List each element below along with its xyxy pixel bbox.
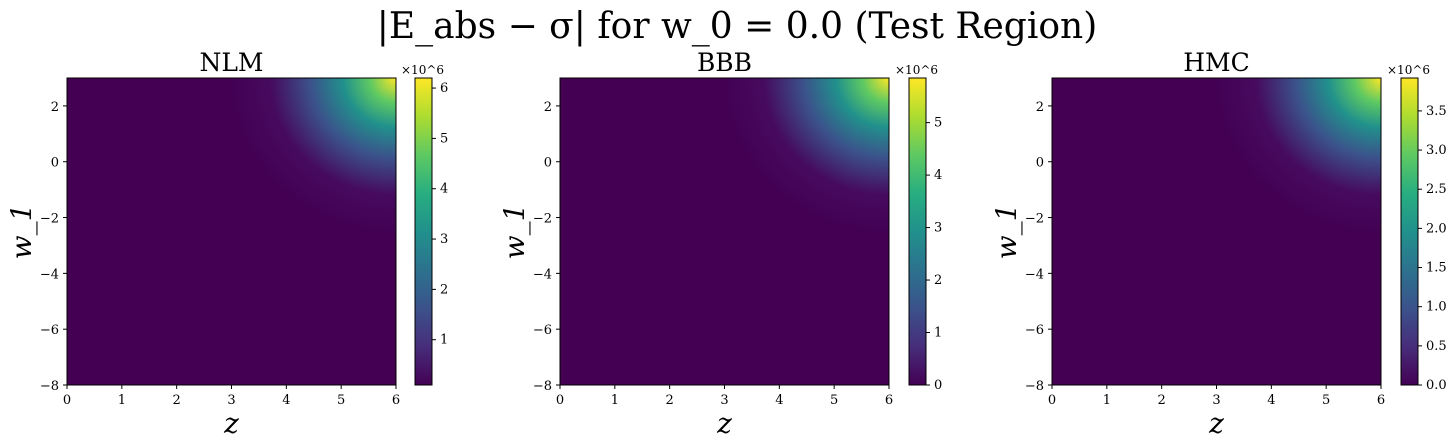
y-tick-label: −8	[1025, 379, 1044, 394]
y-tick-label: 2	[51, 100, 59, 115]
y-tick-label: 0	[544, 156, 552, 171]
colorbar-tick-label: 1	[440, 333, 448, 348]
colorbar-tick-label: 0	[934, 378, 942, 393]
y-tick-label: −4	[40, 267, 59, 282]
colorbar-tick-label: 3.0	[1426, 143, 1447, 158]
y-tick-label: −4	[1025, 267, 1044, 282]
colorbar-tick-label: 2.5	[1426, 182, 1447, 197]
x-tick-label: 5	[1322, 393, 1330, 408]
y-tick-label: −6	[533, 323, 552, 338]
figure-suptitle: |E_abs − σ| for w_0 = 0.0 (Test Region)	[377, 6, 1098, 47]
y-tick-label: −4	[533, 267, 552, 282]
panel-title: NLM	[199, 48, 263, 77]
y-tick-label: −2	[40, 212, 59, 227]
x-tick-label: 0	[1048, 393, 1056, 408]
x-tick-label: 0	[556, 393, 564, 408]
y-tick-label: 2	[544, 100, 552, 115]
x-tick-label: 2	[666, 393, 674, 408]
y-tick-label: −6	[40, 323, 59, 338]
colorbar-tick-label: 4	[934, 168, 942, 183]
y-tick-label: −2	[533, 212, 552, 227]
colorbar-tick-label: 2.0	[1426, 221, 1447, 236]
x-tick-label: 3	[1212, 393, 1220, 408]
panel-title: HMC	[1183, 48, 1250, 77]
colorbar-tick-label: 1	[934, 326, 942, 341]
heatmap-field	[1052, 78, 1381, 385]
colorbar	[1400, 77, 1419, 386]
y-axis-label: w_1	[498, 204, 531, 260]
colorbar-tick-label: 1.5	[1426, 261, 1447, 276]
x-tick-label: 1	[611, 393, 619, 408]
colorbar-tick-label: 5	[440, 131, 448, 146]
x-tick-label: 3	[227, 393, 235, 408]
x-tick-label: 1	[118, 393, 126, 408]
colorbar	[908, 77, 927, 386]
y-axis-label: w_1	[990, 204, 1023, 260]
heatmap-field	[560, 78, 889, 385]
panel-hmc: HMC 0 1 2 3 4 5 6 2 0 −2 −4 −6 −8 z w_1 ×10^6 0.0 0.5 1.0 1.…	[990, 48, 1447, 440]
colorbar-tick-label: 3	[934, 221, 942, 236]
colorbar-tick-label: 2	[934, 273, 942, 288]
x-tick-label: 4	[1267, 393, 1275, 408]
y-tick-label: −8	[40, 379, 59, 394]
x-tick-label: 5	[830, 393, 838, 408]
y-tick-label: −8	[533, 379, 552, 394]
x-tick-label: 5	[337, 393, 345, 408]
x-tick-label: 3	[720, 393, 728, 408]
colorbar-multiplier: ×10^6	[895, 63, 938, 77]
y-tick-label: −6	[1025, 323, 1044, 338]
panel-nlm: NLM 0 1 2 3 4 5 6 2 0 −2 −4 −6 −8 z w_1 ×10^6 1 2 3 4 5 6	[5, 48, 448, 440]
y-tick-label: 2	[1036, 100, 1044, 115]
colorbar	[414, 77, 433, 386]
x-tick-label: 2	[173, 393, 181, 408]
colorbar-tick-label: 4	[440, 182, 448, 197]
x-axis-label: z	[223, 407, 239, 440]
x-tick-label: 6	[392, 393, 400, 408]
colorbar-tick-label: 1.0	[1426, 300, 1447, 315]
panel-title: BBB	[697, 48, 752, 77]
colorbar-tick-label: 6	[440, 81, 448, 96]
x-tick-label: 6	[1377, 393, 1385, 408]
x-tick-label: 4	[775, 393, 783, 408]
panel-bbb: BBB 0 1 2 3 4 5 6 2 0 −2 −4 −6 −8 z w_1 ×10^6 0 1 2 3 4 5	[498, 48, 942, 440]
colorbar-tick-label: 0.5	[1426, 339, 1447, 354]
colorbar-multiplier: ×10^6	[401, 63, 444, 77]
colorbar-tick-label: 3.5	[1426, 104, 1447, 119]
colorbar-tick-label: 0.0	[1426, 378, 1447, 393]
panels: NLM 0 1 2 3 4 5 6 2 0 −2 −4 −6 −8 z w_1 ×10^6 1 2 3 4 5 6 BBB 0 1…	[5, 48, 1447, 440]
heatmap-field	[67, 78, 396, 385]
colorbar-tick-label: 2	[440, 282, 448, 297]
x-tick-label: 6	[885, 393, 893, 408]
y-tick-label: 0	[51, 156, 59, 171]
x-tick-label: 2	[1158, 393, 1166, 408]
y-axis-label: w_1	[5, 204, 38, 260]
y-tick-label: −2	[1025, 212, 1044, 227]
y-tick-label: 0	[1036, 156, 1044, 171]
colorbar-tick-label: 3	[440, 232, 448, 247]
x-tick-label: 4	[282, 393, 290, 408]
colorbar-tick-label: 5	[934, 116, 942, 131]
x-tick-label: 1	[1103, 393, 1111, 408]
x-axis-label: z	[1208, 407, 1224, 440]
x-axis-label: z	[716, 407, 732, 440]
x-tick-label: 0	[63, 393, 71, 408]
colorbar-multiplier: ×10^6	[1387, 63, 1430, 77]
